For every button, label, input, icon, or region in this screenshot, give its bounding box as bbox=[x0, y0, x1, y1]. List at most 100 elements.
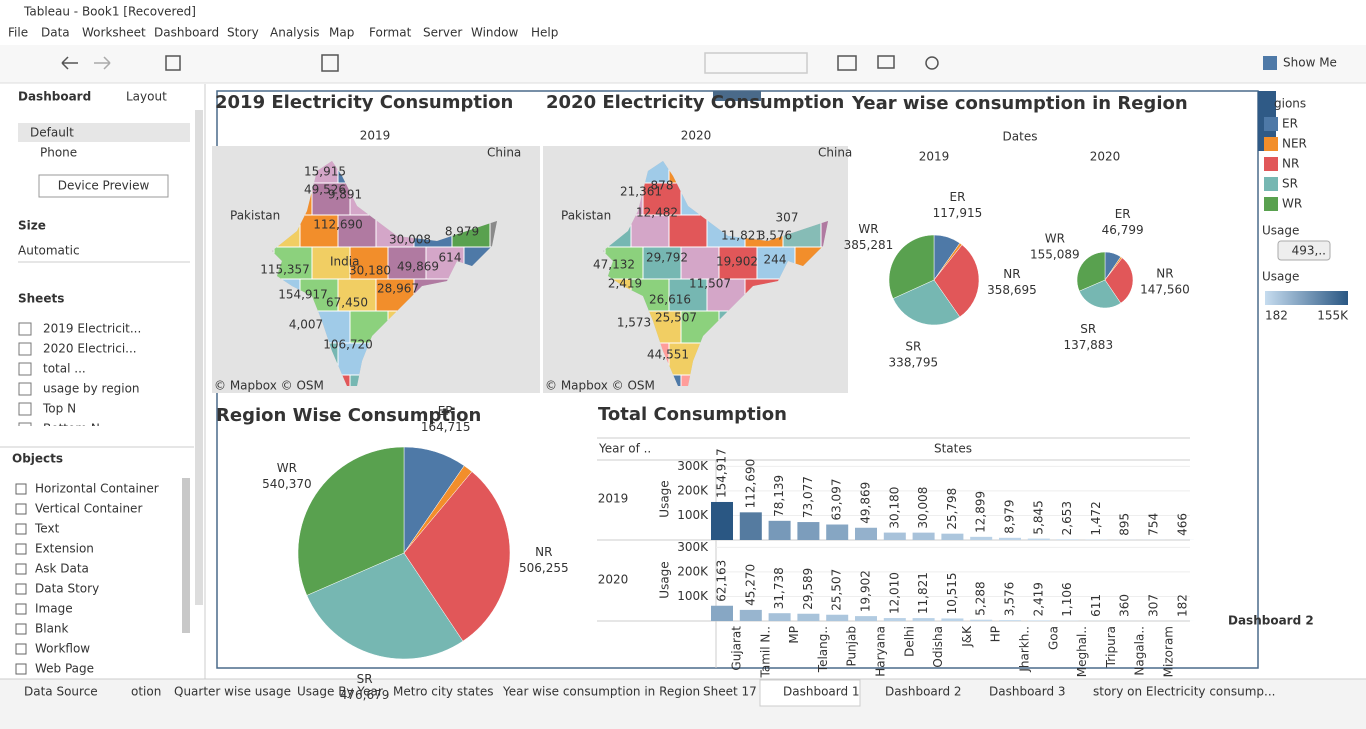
map-header: 2020 bbox=[681, 129, 712, 143]
map-label: 106,720 bbox=[323, 338, 373, 352]
sheet-tab[interactable]: otion bbox=[131, 685, 161, 699]
object-item[interactable]: Image bbox=[35, 602, 73, 616]
sheet-tab[interactable]: Dashboard 3 bbox=[989, 685, 1066, 699]
legend-item[interactable]: NER bbox=[1282, 137, 1307, 151]
filter-value[interactable]: 493,.. bbox=[1292, 244, 1326, 258]
map-label: 1,573 bbox=[617, 316, 651, 330]
object-item[interactable]: Horizontal Container bbox=[35, 482, 159, 496]
share-icon[interactable] bbox=[925, 56, 939, 70]
show-me-icon[interactable] bbox=[1263, 56, 1277, 70]
pie-slice bbox=[1078, 279, 1122, 309]
object-item[interactable]: Extension bbox=[35, 542, 94, 556]
bar-value-label: 12,010 bbox=[887, 572, 901, 614]
slice-value: 164,715 bbox=[421, 420, 471, 434]
legend-item[interactable]: ER bbox=[1282, 117, 1298, 131]
menu-item[interactable]: Story bbox=[227, 26, 259, 40]
legend-title: gions bbox=[1274, 97, 1306, 111]
y-tick-label: 300K bbox=[677, 459, 709, 473]
map-label: 49,869 bbox=[397, 260, 439, 274]
map-label: 26,616 bbox=[649, 293, 691, 307]
color-legend-max: 155K bbox=[1317, 309, 1349, 323]
save-icon[interactable] bbox=[165, 55, 181, 71]
menu-item[interactable]: Worksheet bbox=[82, 26, 146, 40]
device-preview-label[interactable]: Device Preview bbox=[58, 179, 150, 193]
panel-tab[interactable]: Layout bbox=[126, 90, 167, 104]
sheet-tab[interactable]: Metro city states bbox=[393, 685, 493, 699]
bar bbox=[768, 520, 791, 540]
filter-box[interactable] bbox=[1277, 240, 1331, 261]
sheet-tab[interactable]: Year wise consumption in Region bbox=[502, 685, 700, 699]
object-item[interactable]: Blank bbox=[35, 622, 69, 636]
slice-value: 117,915 bbox=[933, 206, 983, 220]
map-label: 11,821 bbox=[721, 229, 763, 243]
device-option[interactable]: Phone bbox=[40, 146, 77, 160]
state-region bbox=[668, 214, 708, 248]
menu-item[interactable]: Map bbox=[329, 26, 354, 40]
object-item[interactable]: Vertical Container bbox=[35, 502, 142, 516]
sheet-tab[interactable]: Dashboard 2 bbox=[885, 685, 962, 699]
new-sheet-icon[interactable] bbox=[321, 54, 339, 72]
sheet-tab[interactable]: Data Source bbox=[24, 685, 98, 699]
view-icon[interactable] bbox=[837, 55, 857, 71]
menu-item[interactable]: Help bbox=[531, 26, 558, 40]
chart-title: Region Wise Consumption bbox=[216, 405, 481, 426]
map-label: 878 bbox=[651, 179, 674, 193]
object-item[interactable]: Text bbox=[34, 522, 60, 536]
menu-item[interactable]: File bbox=[8, 26, 28, 40]
format-dropdown[interactable] bbox=[704, 52, 808, 74]
slice-label: ER bbox=[438, 404, 454, 418]
object-item[interactable]: Data Story bbox=[35, 582, 99, 596]
sheet-item[interactable]: Top N bbox=[42, 402, 76, 416]
object-item[interactable]: Web Page bbox=[35, 662, 94, 676]
device-option[interactable]: Default bbox=[30, 126, 74, 140]
menu-item[interactable]: Window bbox=[471, 26, 519, 40]
device-preview-button[interactable] bbox=[38, 174, 169, 198]
show-me-button[interactable]: Show Me bbox=[1283, 56, 1337, 70]
sheet-item[interactable]: 2019 Electricit... bbox=[43, 322, 141, 336]
sheet-item[interactable]: 2020 Electrici... bbox=[43, 342, 137, 356]
bar-value-label: 30,008 bbox=[916, 487, 930, 529]
drag-handle[interactable] bbox=[713, 91, 761, 101]
menu-item[interactable]: Format bbox=[369, 26, 412, 40]
legend-item[interactable]: SR bbox=[1282, 177, 1298, 191]
object-item[interactable]: Ask Data bbox=[35, 562, 89, 576]
map-label: 28,967 bbox=[377, 282, 419, 296]
menu-item[interactable]: Dashboard bbox=[154, 26, 219, 40]
bar-value-label: 73,077 bbox=[801, 476, 815, 518]
sheet-tab[interactable]: Sheet 17 bbox=[703, 685, 757, 699]
legend-swatch bbox=[1264, 197, 1278, 211]
sheet-tab[interactable]: Quarter wise usage bbox=[174, 685, 291, 699]
sheet-item[interactable]: total ... bbox=[43, 362, 86, 376]
bar bbox=[883, 532, 906, 540]
map-label: 29,792 bbox=[646, 251, 688, 265]
map-label: 19,902 bbox=[716, 255, 758, 269]
legend-item[interactable]: NR bbox=[1282, 157, 1299, 171]
menu-item[interactable]: Data bbox=[41, 26, 70, 40]
size-dropdown[interactable]: Automatic bbox=[18, 244, 80, 258]
chart-title: Year wise consumption in Region bbox=[851, 93, 1188, 114]
sheet-item[interactable]: usage by region bbox=[43, 382, 140, 396]
object-icon bbox=[15, 543, 27, 555]
legend-item[interactable]: WR bbox=[1282, 197, 1302, 211]
x-tick-label: MP bbox=[787, 626, 801, 644]
x-tick-label: Mizoram bbox=[1162, 626, 1176, 677]
sheet-tab[interactable]: Usage By Year bbox=[297, 685, 383, 699]
x-tick-label: Meghal.. bbox=[1075, 626, 1089, 677]
panel-tab[interactable]: Dashboard bbox=[18, 90, 91, 104]
legend-swatch bbox=[1264, 137, 1278, 151]
back-icon[interactable] bbox=[61, 56, 78, 70]
menu-item[interactable]: Analysis bbox=[270, 26, 319, 40]
bar bbox=[883, 618, 906, 621]
menu-item[interactable]: Server bbox=[423, 26, 462, 40]
map-label: 12,482 bbox=[636, 206, 678, 220]
slice-label: NR bbox=[535, 545, 552, 559]
object-item[interactable]: Workflow bbox=[35, 642, 90, 656]
object-icon bbox=[15, 483, 27, 495]
sheet-tab[interactable]: Dashboard 1 bbox=[783, 685, 860, 699]
sheet-tab[interactable]: story on Electricity consump... bbox=[1093, 685, 1275, 699]
bar-value-label: 49,869 bbox=[859, 482, 873, 524]
legend-swatch bbox=[1264, 117, 1278, 131]
present-icon[interactable] bbox=[877, 55, 895, 69]
forward-icon[interactable] bbox=[94, 56, 111, 70]
sheet-icon bbox=[18, 362, 32, 376]
